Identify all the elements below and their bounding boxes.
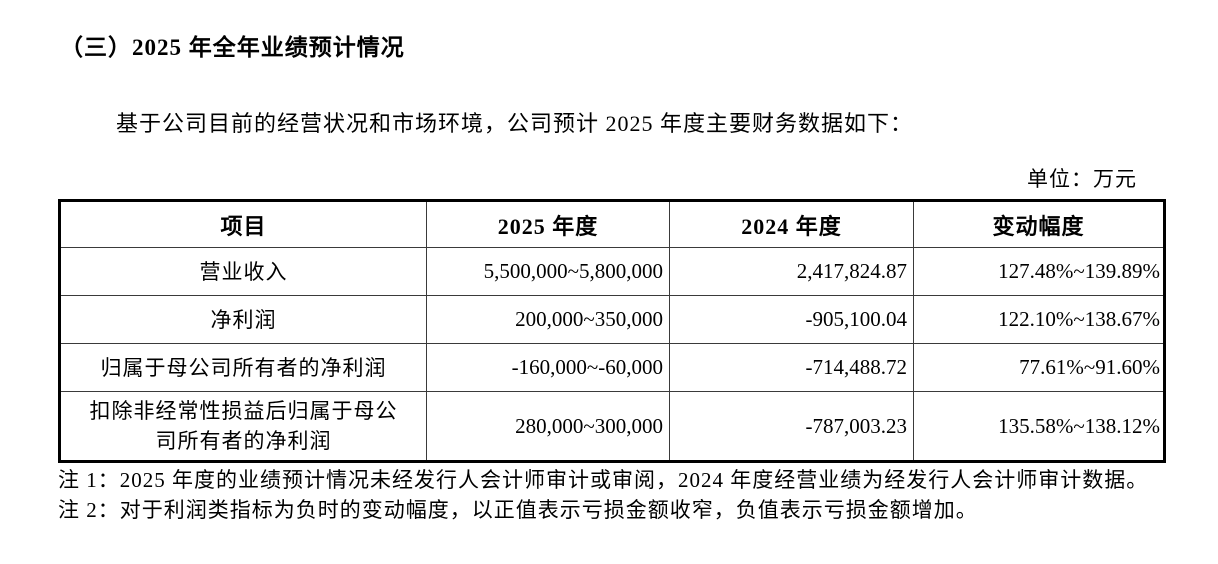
cell-change-value: 77.61%~91.60% — [913, 343, 1166, 392]
table-row: 营业收入 5,500,000~5,800,000 2,417,824.87 12… — [58, 247, 1166, 296]
header-2024: 2024 年度 — [669, 199, 914, 248]
cell-item: 归属于母公司所有者的净利润 — [58, 343, 427, 392]
footnotes: 注 1：2025 年度的业绩预计情况未经发行人会计师审计或审阅，2024 年度经… — [58, 466, 1168, 525]
cell-item: 净利润 — [58, 295, 427, 344]
cell-item: 营业收入 — [58, 247, 427, 296]
unit-label: 单位：万元 — [1027, 167, 1137, 191]
section-title: （三）2025 年全年业绩预计情况 — [60, 35, 405, 60]
cell-2024-value: -714,488.72 — [669, 343, 914, 392]
cell-2025-value: -160,000~-60,000 — [426, 343, 670, 392]
cell-2024-value: -787,003.23 — [669, 391, 914, 463]
header-2025: 2025 年度 — [426, 199, 670, 248]
cell-2025-value: 5,500,000~5,800,000 — [426, 247, 670, 296]
cell-2025-value: 200,000~350,000 — [426, 295, 670, 344]
cell-item: 扣除非经常性损益后归属于母公司所有者的净利润 — [58, 391, 427, 463]
cell-2024-value: -905,100.04 — [669, 295, 914, 344]
header-change: 变动幅度 — [913, 199, 1166, 248]
document-page: （三）2025 年全年业绩预计情况 基于公司目前的经营状况和市场环境，公司预计 … — [58, 0, 1166, 525]
table-row: 净利润 200,000~350,000 -905,100.04 122.10%~… — [58, 295, 1166, 344]
forecast-table: 项目 2025 年度 2024 年度 变动幅度 营业收入 5,500,000~5… — [58, 199, 1166, 463]
cell-change-value: 135.58%~138.12% — [913, 391, 1166, 463]
intro-paragraph: 基于公司目前的经营状况和市场环境，公司预计 2025 年度主要财务数据如下： — [116, 111, 914, 136]
footnote-1: 注 1：2025 年度的业绩预计情况未经发行人会计师审计或审阅，2024 年度经… — [58, 468, 1149, 492]
cell-2025-value: 280,000~300,000 — [426, 391, 670, 463]
footnote-2: 注 2：对于利润类指标为负时的变动幅度，以正值表示亏损金额收窄，负值表示亏损金额… — [58, 498, 978, 522]
table-header-row: 项目 2025 年度 2024 年度 变动幅度 — [58, 199, 1166, 248]
cell-2024-value: 2,417,824.87 — [669, 247, 914, 296]
cell-change-value: 127.48%~139.89% — [913, 247, 1166, 296]
table-row: 扣除非经常性损益后归属于母公司所有者的净利润 280,000~300,000 -… — [58, 391, 1166, 463]
header-item: 项目 — [58, 199, 427, 248]
cell-change-value: 122.10%~138.67% — [913, 295, 1166, 344]
table-row: 归属于母公司所有者的净利润 -160,000~-60,000 -714,488.… — [58, 343, 1166, 392]
